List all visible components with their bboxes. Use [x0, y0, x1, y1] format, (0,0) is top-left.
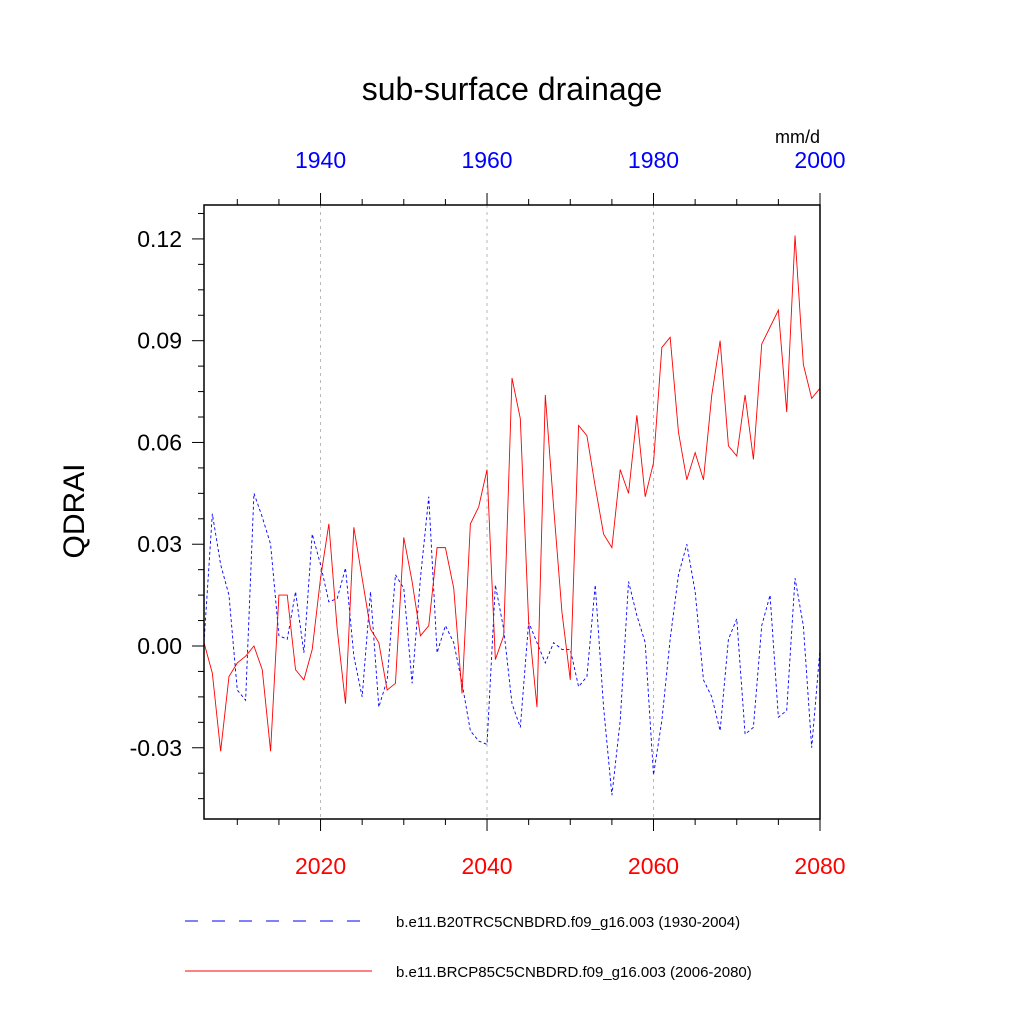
- x-top-tick-label-3: 2000: [794, 147, 845, 173]
- x-axis-top: 1940 1960 1980 2000: [236, 147, 846, 205]
- x-top-tick-label-2: 1980: [628, 147, 679, 173]
- series-layer: [203, 235, 821, 796]
- legend: b.e11.B20TRC5CNBDRD.f09_g16.003 (1930-20…: [185, 914, 752, 981]
- y-tick-label-3: 0.06: [137, 429, 182, 455]
- y-axis: -0.03 0.00 0.03 0.06 0.09 0.12: [130, 212, 204, 800]
- y-axis-label: QDRAI: [58, 463, 91, 558]
- series-line-rcp85: [203, 235, 821, 752]
- x-top-tick-label-0: 1940: [295, 147, 346, 173]
- x-bottom-tick-label-1: 2040: [461, 853, 512, 879]
- legend-label-rcp85: b.e11.BRCP85C5CNBDRD.f09_g16.003 (2006-2…: [396, 964, 752, 981]
- grid-lines: [320, 205, 655, 819]
- x-top-tick-label-1: 1960: [461, 147, 512, 173]
- series-line-historical: [203, 493, 821, 796]
- x-bottom-tick-label-3: 2080: [794, 853, 845, 879]
- chart-title: sub-surface drainage: [362, 71, 663, 107]
- plot-frame: [203, 204, 821, 820]
- x-axis-bottom: 2020 2040 2060 2080: [236, 819, 846, 879]
- x-bottom-tick-label-2: 2060: [628, 853, 679, 879]
- y-tick-label-5: 0.12: [137, 226, 182, 252]
- y-tick-label-0: -0.03: [130, 735, 182, 761]
- y-tick-label-2: 0.03: [137, 531, 182, 557]
- y-tick-label-4: 0.09: [137, 328, 182, 354]
- y-tick-label-1: 0.00: [137, 633, 182, 659]
- legend-label-historical: b.e11.B20TRC5CNBDRD.f09_g16.003 (1930-20…: [396, 914, 740, 931]
- x-bottom-tick-label-0: 2020: [295, 853, 346, 879]
- units-label: mm/d: [775, 127, 820, 147]
